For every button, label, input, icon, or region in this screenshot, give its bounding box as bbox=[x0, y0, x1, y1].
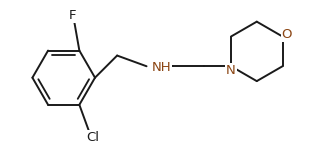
Text: F: F bbox=[68, 9, 76, 22]
Text: O: O bbox=[282, 28, 292, 41]
Text: N: N bbox=[226, 64, 236, 77]
Text: N: N bbox=[226, 64, 236, 77]
Text: Cl: Cl bbox=[86, 131, 99, 144]
Text: NH: NH bbox=[152, 61, 172, 74]
